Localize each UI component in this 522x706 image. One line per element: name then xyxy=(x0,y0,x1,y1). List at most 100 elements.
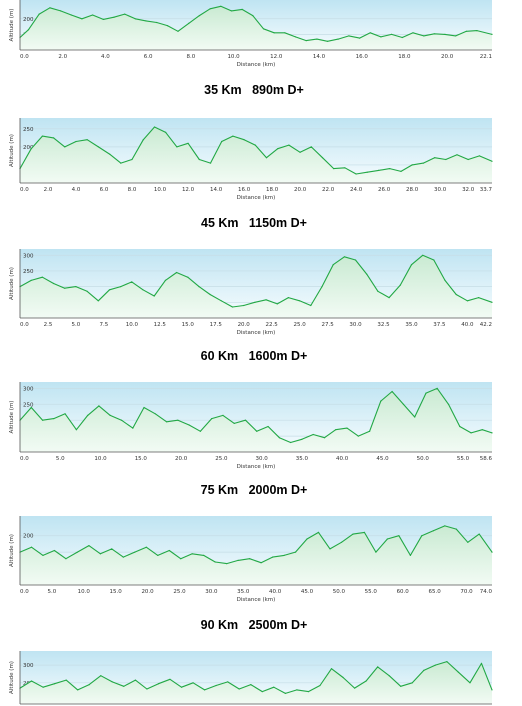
elevation-point xyxy=(188,424,190,426)
x-tick-label: 74.0 xyxy=(480,589,493,595)
elevation-point xyxy=(422,254,424,256)
elevation-point xyxy=(86,139,88,141)
elevation-point xyxy=(444,525,446,527)
elevation-point xyxy=(86,290,88,292)
elevation-point xyxy=(444,279,446,281)
elevation-point xyxy=(153,126,156,128)
x-tick-label: 55.0 xyxy=(457,456,470,462)
elevation-point xyxy=(411,164,413,166)
elevation-point xyxy=(312,433,314,436)
chart-caption: 45 Km 1150m D+ xyxy=(201,216,307,230)
elevation-point xyxy=(53,549,56,552)
elevation-point xyxy=(198,158,200,161)
elevation-point xyxy=(310,304,312,307)
x-tick-label: 22.1 xyxy=(480,54,492,60)
elevation-point xyxy=(294,36,297,38)
x-tick-label: 0.0 xyxy=(20,54,29,60)
elevation-point xyxy=(198,15,200,17)
x-tick-label: 40.0 xyxy=(461,322,474,328)
elevation-point xyxy=(412,32,414,34)
elevation-point xyxy=(232,135,234,137)
x-tick-label: 30.0 xyxy=(205,589,218,595)
elevation-chart-5: 75 Km 2000m D+100150200Altitude (m)0.05.… xyxy=(9,483,493,603)
x-tick-label: 42.2 xyxy=(480,322,492,328)
elevation-point xyxy=(75,286,77,288)
x-tick-label: 45.0 xyxy=(301,589,314,595)
elevation-point xyxy=(301,438,303,440)
elevation-point xyxy=(276,303,278,305)
elevation-point xyxy=(53,418,55,420)
elevation-point xyxy=(30,148,32,150)
elevation-point xyxy=(53,282,55,285)
elevation-point xyxy=(30,279,32,281)
elevation-point xyxy=(111,548,113,550)
elevation-point xyxy=(307,691,309,693)
elevation-point xyxy=(436,387,438,389)
elevation-point xyxy=(187,142,189,144)
x-tick-label: 17.5 xyxy=(210,322,223,328)
elevation-point xyxy=(265,299,267,301)
elevation-point xyxy=(92,14,94,16)
y-tick-label: 200 xyxy=(23,145,34,151)
elevation-point xyxy=(335,429,337,431)
elevation-point xyxy=(491,432,493,434)
elevation-point xyxy=(354,259,357,261)
elevation-point xyxy=(481,429,483,431)
elevation-point xyxy=(254,301,256,303)
x-tick-label: 20.0 xyxy=(141,589,154,595)
elevation-point xyxy=(233,422,235,424)
elevation-point xyxy=(262,28,265,30)
elevation-point xyxy=(377,666,379,668)
elevation-point xyxy=(237,559,239,562)
elevation-point xyxy=(134,679,136,681)
x-tick-label: 0.0 xyxy=(20,322,29,328)
x-tick-label: 0.0 xyxy=(20,589,29,595)
x-tick-label: 24.0 xyxy=(350,187,363,193)
x-tick-label: 26.0 xyxy=(378,187,391,193)
elevation-point xyxy=(177,30,179,32)
elevation-point xyxy=(227,681,229,683)
elevation-point xyxy=(77,689,79,691)
elevation-point xyxy=(64,287,66,289)
x-tick-label: 35.0 xyxy=(296,456,309,462)
elevation-point xyxy=(491,689,493,691)
elevation-point xyxy=(244,419,247,421)
elevation-area xyxy=(20,525,492,585)
elevation-point xyxy=(469,682,471,684)
elevation-point xyxy=(340,541,343,543)
x-tick-label: 15.0 xyxy=(182,322,195,328)
elevation-point xyxy=(49,7,51,9)
elevation-point xyxy=(176,271,178,274)
elevation-point xyxy=(296,689,298,691)
elevation-area xyxy=(20,6,492,51)
elevation-point xyxy=(380,400,382,402)
elevation-point xyxy=(252,15,254,17)
elevation-point xyxy=(283,554,285,557)
x-tick-label: 5.0 xyxy=(56,456,65,462)
elevation-point xyxy=(299,300,301,302)
elevation-point xyxy=(209,8,211,10)
elevation-point xyxy=(27,29,30,31)
elevation-point xyxy=(306,538,308,540)
elevation-point xyxy=(156,21,158,24)
x-tick-label: 18.0 xyxy=(266,187,279,193)
elevation-point xyxy=(400,170,402,172)
x-tick-label: 50.0 xyxy=(417,456,430,462)
elevation-point xyxy=(220,5,222,7)
elevation-area xyxy=(20,127,492,183)
elevation-point xyxy=(459,425,461,428)
elevation-point xyxy=(299,151,301,153)
elevation-point xyxy=(243,139,245,141)
elevation-point xyxy=(365,680,367,682)
elevation-point xyxy=(343,256,345,258)
elevation-point xyxy=(124,13,126,15)
elevation-point xyxy=(402,403,404,405)
elevation-point xyxy=(333,168,335,170)
x-tick-label: 35.0 xyxy=(237,589,250,595)
elevation-point xyxy=(287,297,289,299)
elevation-point xyxy=(142,289,144,291)
elevation-point xyxy=(433,33,435,35)
x-tick-label: 20.0 xyxy=(175,456,188,462)
y-tick-label: 300 xyxy=(23,253,34,259)
